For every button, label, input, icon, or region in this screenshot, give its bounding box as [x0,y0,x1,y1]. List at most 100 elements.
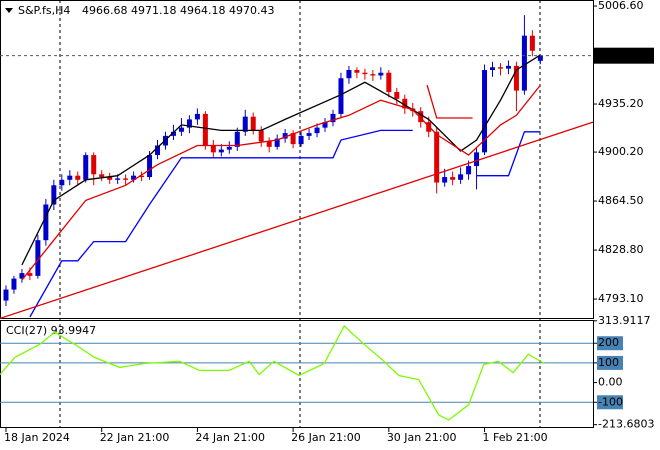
candle-body [178,127,184,132]
candle-body [482,69,488,153]
candle-body [234,131,240,147]
candle-body [218,149,224,153]
x-tick-label: 22 Jan 21:00 [100,431,170,444]
candle-body [282,133,288,139]
candle-body [59,179,65,186]
indicator-line [426,84,473,119]
cci-title: CCI(27) 93.9947 [6,324,96,337]
candle-body [258,130,264,142]
indicator-line [0,121,594,320]
candle-body [27,273,33,276]
candle-body [139,175,145,178]
candle-body [537,55,543,61]
candle-body [386,72,392,92]
y-tick-label: 200 [598,336,619,349]
candle-body [322,122,328,128]
candle-body [170,131,176,136]
candle-body [521,35,527,91]
candle-body [298,135,304,145]
candle-body [250,116,256,131]
last-price-label: 4970.43 [597,49,643,62]
candle-body [91,155,97,175]
candle-body [490,67,496,70]
candle-body [362,72,368,75]
candle-body [3,289,9,301]
level-label-box [597,395,623,410]
y-tick-label: 4935.20 [598,97,644,110]
candle-body [43,204,49,241]
candle-body [155,145,161,156]
candle-body [131,175,137,180]
y-tick-label: 4864.50 [598,194,644,207]
candle-body [402,98,408,109]
candle-body [354,69,360,73]
candle-body [19,273,25,279]
candle-body [458,174,464,180]
cci-line [0,325,545,421]
x-tick-label: 24 Jan 21:00 [195,431,265,444]
x-tick-label: 1 Feb 21:00 [483,431,548,444]
candle-body [346,69,352,79]
candle-body [434,131,440,183]
x-tick-label: 26 Jan 21:00 [291,431,361,444]
indicator-line [476,131,541,177]
candle-body [123,178,129,180]
candle-body [186,119,192,128]
candle-body [107,177,113,180]
y-tick-label: 4828.80 [598,243,644,256]
candle-body [210,145,216,153]
candle-body [529,35,535,51]
candle-body [242,116,248,132]
candle-body [466,166,472,175]
y-tick-label: 0.00 [598,376,623,389]
x-tick-label: 30 Jan 21:00 [387,431,457,444]
candle-body [35,240,41,276]
candle-body [11,278,17,290]
indicator-line [21,84,541,281]
candle-body [338,78,344,114]
candle-body [370,74,376,76]
y-tick-label: 4793.10 [598,292,644,305]
candle-body [513,65,519,91]
candle-body [202,113,208,146]
candle-body [290,133,296,145]
candle-body [314,127,320,134]
candle-body [474,152,480,167]
level-label-box [597,336,623,351]
candle-body [450,177,456,180]
candle-body [418,111,424,123]
candle-body [394,91,400,99]
y-tick-label: -100 [598,395,623,408]
indicator-line [29,129,413,318]
ohlc: 4966.68 4971.18 4964.18 4970.43 [82,4,274,17]
candle-body [442,177,448,183]
candle-body [274,138,280,147]
candle-body [194,113,200,120]
candle-body [99,174,105,178]
candle-body [497,67,503,69]
symbol: S&P.fs,H4 [18,4,70,17]
x-tick-label: 18 Jan 2024 [4,431,70,444]
candle-body [266,141,272,147]
candle-body [378,72,384,76]
candle-body [67,175,73,180]
candle-body [226,146,232,150]
candle-body [75,175,81,180]
level-label-box [597,355,623,370]
candle-body [83,155,89,180]
candle-body [330,113,336,123]
y-tick-label: 313.9117 [598,314,651,327]
candle-body [306,133,312,136]
menu-arrow[interactable] [5,8,13,13]
candle-body [147,155,153,178]
indicator-line [21,54,541,266]
y-tick-label: -213.6803 [598,418,654,431]
y-tick-label: 4900.20 [598,145,644,158]
y-tick-label: 5006.60 [598,0,644,12]
main-panel [0,0,594,319]
candle-body [505,65,511,69]
candle-body [115,178,121,180]
candle-body [51,185,57,205]
